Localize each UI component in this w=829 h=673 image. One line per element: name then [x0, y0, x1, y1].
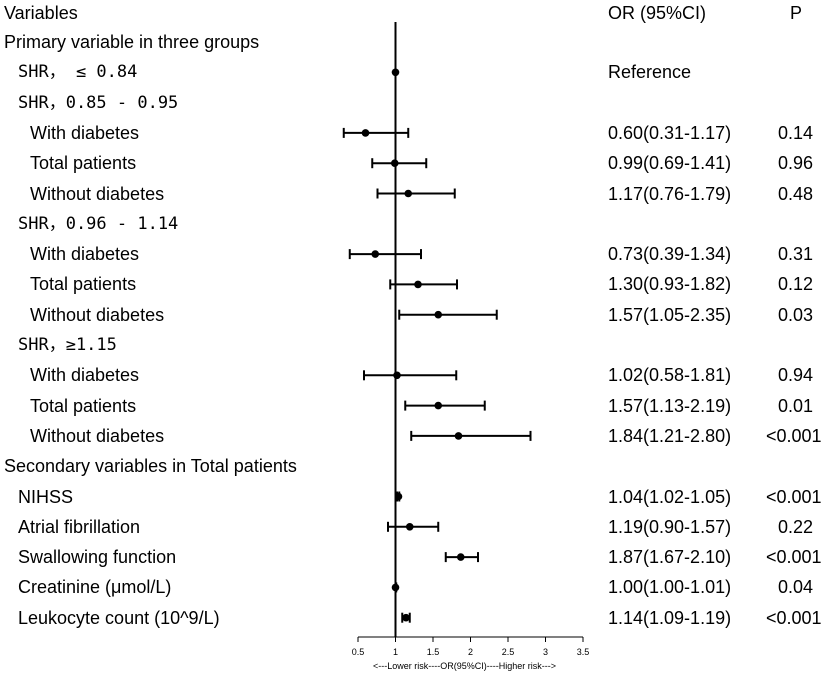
row-label: Atrial fibrillation [18, 516, 141, 537]
or-ci-value: 1.14(1.09-1.19) [608, 607, 732, 628]
row-label: With diabetes [30, 244, 140, 265]
x-tick-label: 2.5 [502, 647, 515, 657]
or-ci-value: 1.57(1.05-2.35) [608, 304, 732, 325]
or-ci-value: 1.02(0.58-1.81) [608, 365, 732, 386]
p-value: 0.31 [778, 244, 814, 265]
p-value: 0.14 [778, 122, 814, 143]
p-value: <0.001 [766, 607, 822, 628]
or-ci-value: 0.99(0.69-1.41) [608, 153, 732, 174]
row-label: Creatinine (μmol/L) [18, 577, 172, 598]
p-value: <0.001 [766, 547, 822, 568]
row-label: SHR，≥1.15 [18, 335, 117, 355]
p-value: 0.94 [778, 365, 814, 386]
p-value: <0.001 [766, 486, 822, 507]
or-ci-value: 1.87(1.67-2.10) [608, 547, 732, 568]
row-label: With diabetes [30, 122, 140, 143]
or-point [434, 401, 443, 410]
or-ci-value: 0.60(0.31-1.17) [608, 122, 732, 143]
p-value: 0.48 [778, 183, 814, 204]
p-value: 0.03 [778, 304, 814, 325]
or-ci-value: 0.73(0.39-1.34) [608, 244, 732, 265]
row-label: Total patients [30, 274, 137, 295]
x-axis-label: <---Lower risk----OR(95%CI)----Higher ri… [373, 661, 556, 671]
p-value: 0.04 [778, 577, 814, 598]
or-ci-value: 1.04(1.02-1.05) [608, 486, 732, 507]
or-point [394, 492, 403, 501]
row-label: With diabetes [30, 365, 140, 386]
row-label: Without diabetes [30, 425, 165, 446]
or-point [405, 523, 414, 531]
or-point [414, 280, 422, 289]
or-point [393, 371, 401, 380]
or-ci-value: 1.57(1.13-2.19) [608, 395, 732, 416]
or-ci-value: 1.00(1.00-1.01) [608, 577, 732, 598]
header-p: P [790, 3, 803, 23]
row-label: Primary variable in three groups [4, 32, 260, 52]
or-ci-value: 1.19(0.90-1.57) [608, 516, 732, 537]
or-ci-value: 1.30(0.93-1.82) [608, 274, 732, 295]
header-variables: Variables [4, 3, 78, 23]
x-tick-label: 1 [393, 647, 398, 657]
row-label: SHR，0.96 - 1.14 [18, 213, 179, 234]
or-point [454, 432, 463, 440]
or-ci-value: Reference [608, 62, 692, 83]
or-point [456, 553, 465, 561]
or-ci-value: 1.17(0.76-1.79) [608, 183, 732, 204]
or-point [371, 250, 380, 258]
row-label: Secondary variables in Total patients [4, 456, 297, 477]
x-tick-label: 0.5 [352, 647, 365, 657]
row-label: Without diabetes [30, 304, 165, 325]
row-label: SHR，0.85 - 0.95 [18, 92, 179, 113]
header-or-ci: OR (95%CI) [608, 3, 707, 23]
or-point [434, 310, 443, 319]
x-tick-label: 3 [543, 647, 548, 657]
row-label: Total patients [30, 395, 137, 416]
or-point [361, 129, 370, 137]
x-tick-label: 2 [468, 647, 473, 657]
x-tick-label: 1.5 [427, 647, 440, 657]
x-tick-label: 3.5 [577, 647, 590, 657]
row-label: Leukocyte count (10^9/L) [18, 607, 220, 628]
p-value: 0.22 [778, 516, 814, 537]
row-label: NIHSS [18, 486, 74, 507]
p-value: 0.96 [778, 153, 814, 174]
row-label: SHR， ≤ 0.84 [18, 62, 138, 83]
row-label: Without diabetes [30, 183, 165, 204]
or-point [404, 189, 413, 198]
or-ci-value: 1.84(1.21-2.80) [608, 425, 732, 446]
p-value: 0.12 [778, 274, 814, 295]
p-value: 0.01 [778, 395, 814, 416]
p-value: <0.001 [766, 425, 822, 446]
or-point [402, 613, 410, 622]
row-label: Swallowing function [18, 547, 177, 568]
row-label: Total patients [30, 153, 137, 174]
